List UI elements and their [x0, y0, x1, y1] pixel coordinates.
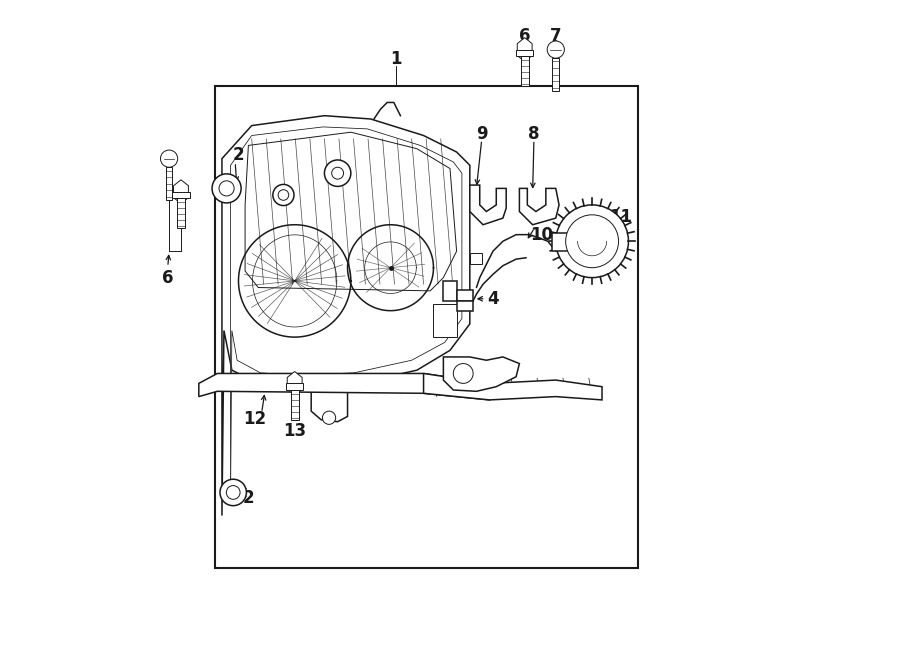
Text: 5: 5	[279, 158, 291, 176]
Circle shape	[556, 205, 628, 278]
Text: 6: 6	[162, 268, 174, 287]
Polygon shape	[456, 290, 473, 301]
Bar	[553, 58, 559, 91]
Polygon shape	[174, 180, 188, 204]
Bar	[521, 56, 528, 86]
Polygon shape	[470, 185, 506, 225]
Bar	[166, 167, 173, 200]
Polygon shape	[470, 253, 482, 264]
Bar	[516, 50, 534, 56]
Circle shape	[566, 215, 618, 268]
Polygon shape	[434, 304, 456, 337]
Text: 2: 2	[233, 146, 244, 165]
Circle shape	[322, 411, 336, 424]
Polygon shape	[456, 301, 473, 311]
Text: 7: 7	[550, 27, 562, 46]
Bar	[177, 198, 184, 228]
Text: 11: 11	[609, 208, 632, 226]
Polygon shape	[444, 357, 519, 391]
Bar	[291, 390, 299, 420]
Text: 10: 10	[530, 225, 553, 244]
Circle shape	[212, 174, 241, 203]
Text: 6: 6	[519, 27, 530, 46]
Text: 9: 9	[476, 124, 488, 143]
Text: 2: 2	[243, 488, 254, 507]
Polygon shape	[444, 281, 456, 301]
Circle shape	[273, 184, 294, 206]
Text: 3: 3	[310, 141, 322, 159]
Text: 4: 4	[487, 290, 499, 308]
Circle shape	[220, 479, 247, 506]
Text: 1: 1	[390, 50, 401, 69]
Bar	[286, 383, 303, 390]
Bar	[173, 192, 190, 198]
Circle shape	[160, 150, 177, 167]
Circle shape	[324, 160, 351, 186]
Polygon shape	[553, 233, 568, 251]
Circle shape	[332, 167, 344, 179]
Text: 13: 13	[284, 422, 306, 440]
Circle shape	[547, 41, 564, 58]
Polygon shape	[222, 116, 470, 516]
Circle shape	[219, 181, 234, 196]
Polygon shape	[519, 188, 559, 225]
Text: 12: 12	[243, 410, 266, 428]
Circle shape	[454, 364, 473, 383]
Polygon shape	[230, 127, 462, 499]
Polygon shape	[287, 371, 302, 395]
Bar	[215, 86, 638, 568]
Polygon shape	[518, 38, 532, 61]
Circle shape	[278, 190, 289, 200]
Polygon shape	[424, 373, 602, 400]
Circle shape	[226, 486, 240, 499]
Polygon shape	[245, 132, 456, 291]
Text: 8: 8	[528, 124, 540, 143]
Polygon shape	[199, 373, 490, 400]
